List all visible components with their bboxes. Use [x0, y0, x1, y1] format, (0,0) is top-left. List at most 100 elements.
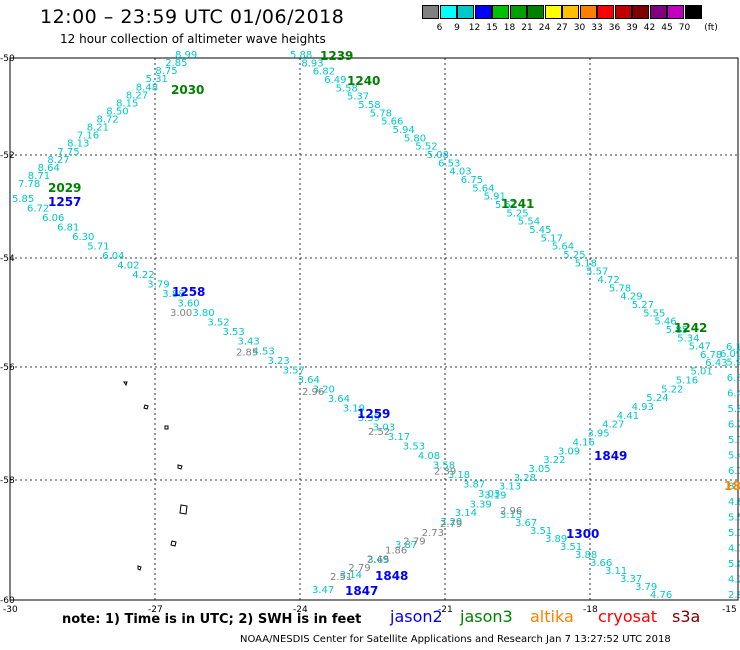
legend-swatch: [614, 5, 632, 19]
satellite-cryosat: cryosat: [598, 607, 658, 626]
swh-value: 3.18: [448, 470, 470, 481]
legend-level: 39: [626, 23, 638, 33]
swh-value: 5.91: [726, 358, 740, 369]
swh-value: 5.88: [290, 50, 312, 61]
swh-value: 8.99: [175, 50, 197, 61]
swh-value: 5.47: [689, 342, 711, 353]
swh-value: 5.54: [728, 513, 740, 524]
swh-value: 5.25: [563, 250, 585, 261]
swh-value: 2.85: [236, 348, 258, 359]
legend-unit: (ft): [704, 23, 718, 33]
note-text: note: 1) Time is in UTC; 2) SWH is in fe…: [62, 612, 362, 627]
legend-swatch: [684, 5, 702, 19]
lat-label: -56: [0, 363, 15, 373]
swh-value: 5.64: [472, 183, 494, 194]
swh-value: 5.80: [404, 133, 426, 144]
swh-value: 4.53: [253, 346, 275, 357]
swh-value: 5.54: [518, 217, 540, 228]
swh-value: 3.87: [395, 540, 417, 551]
swh-value: 3.67: [515, 518, 537, 529]
swh-value: 3.95: [587, 429, 609, 440]
swh-value: 8.15: [116, 98, 138, 109]
swh-value: 3.60: [177, 299, 199, 310]
swh-value: 3.51: [530, 526, 552, 537]
swh-value: 5.46: [728, 451, 740, 462]
swh-value: 2.79: [348, 563, 370, 574]
legend-level: 45: [661, 23, 673, 33]
lon-label: -21: [438, 605, 453, 615]
swh-value: 6.15: [728, 466, 740, 477]
legend-level: 70: [678, 23, 691, 33]
legend-swatch: [597, 5, 614, 19]
swh-value: 3.52: [207, 318, 229, 329]
swh-value: 3.37: [620, 574, 642, 585]
swh-value: 4.72: [598, 275, 620, 286]
pass-label: 2029: [48, 181, 81, 195]
pass-label: 1848: [375, 569, 408, 583]
swh-value: 8.75: [155, 66, 177, 77]
swh-value: 5.31: [146, 74, 168, 85]
legend-swatch: [562, 5, 579, 19]
swh-value: 5.30: [728, 528, 740, 539]
legend-level: 9: [454, 23, 460, 33]
swh-value: 5.17: [541, 233, 563, 244]
swh-value: 5.85: [12, 194, 34, 205]
legend-level: 21: [521, 23, 533, 33]
legend-level: 6: [436, 23, 443, 33]
legend-swatch: [492, 5, 509, 19]
legend-level: 42: [643, 23, 656, 33]
pass-label: 1241: [501, 197, 534, 211]
satellite-s3a: s3a: [672, 607, 701, 626]
swh-value: 6.09: [720, 349, 740, 360]
lat-label: -60: [0, 596, 15, 606]
legend-level: 27: [556, 23, 568, 33]
swh-value: 2.85: [165, 58, 187, 69]
swh-value: 3.57: [283, 365, 305, 376]
page-title: 12:00 – 23:59 UTC 01/06/2018: [40, 6, 345, 28]
pass-label: 1257: [48, 195, 81, 209]
swh-value: 5.76: [728, 435, 740, 446]
swh-value: 5.64: [552, 242, 574, 253]
swh-value: 2.52: [368, 427, 390, 438]
swh-value: 3.58: [433, 461, 455, 472]
swh-value: 6.21: [728, 420, 740, 431]
lat-label: -58: [0, 476, 15, 486]
swh-value: 3.51: [560, 542, 582, 553]
swh-value: 4.79: [728, 544, 740, 555]
swh-value: 6.82: [313, 67, 335, 78]
swh-value: 8.04: [728, 482, 740, 493]
pass-label: 18: [724, 479, 740, 493]
swh-value: 4.02: [117, 261, 139, 272]
swh-value: 3.13: [499, 482, 521, 493]
swh-value: 5.78: [370, 108, 392, 119]
map-grid: [9, 57, 739, 601]
swh-value: 6.43: [705, 358, 727, 369]
swh-value: 2.79: [403, 537, 425, 548]
legend-level: 18: [503, 23, 516, 33]
swh-value: 3.53: [223, 327, 245, 338]
swh-value: 2.96: [302, 387, 324, 398]
swh-value: 8.21: [87, 123, 109, 134]
swh-value: 2.97: [728, 590, 740, 601]
swh-value: 6.78: [700, 350, 722, 361]
swh-value: 5.27: [632, 300, 654, 311]
swh-value: 3.87: [463, 480, 485, 491]
lon-label: -30: [3, 605, 18, 615]
legend-swatch: [544, 5, 562, 19]
pass-label: 1258: [172, 285, 205, 299]
swh-value: 5.94: [393, 125, 415, 136]
swh-value: 3.43: [238, 337, 260, 348]
legend-level: 36: [608, 23, 621, 33]
lon-label: -24: [293, 605, 308, 615]
swh-value: 5.05: [728, 559, 740, 570]
wave-height-tracks: 8.992.858.755.318.488.278.158.508.728.21…: [12, 50, 740, 601]
swh-value: 5.25: [506, 208, 528, 219]
swh-value: 5.16: [676, 376, 698, 387]
swh-value: 2.96: [500, 506, 522, 517]
swh-value: 5.57: [495, 200, 517, 211]
legend-swatch: [439, 5, 457, 19]
legend-swatch: [422, 5, 439, 19]
swh-value: 5.55: [643, 308, 665, 319]
swh-value: 3.28: [514, 473, 536, 484]
